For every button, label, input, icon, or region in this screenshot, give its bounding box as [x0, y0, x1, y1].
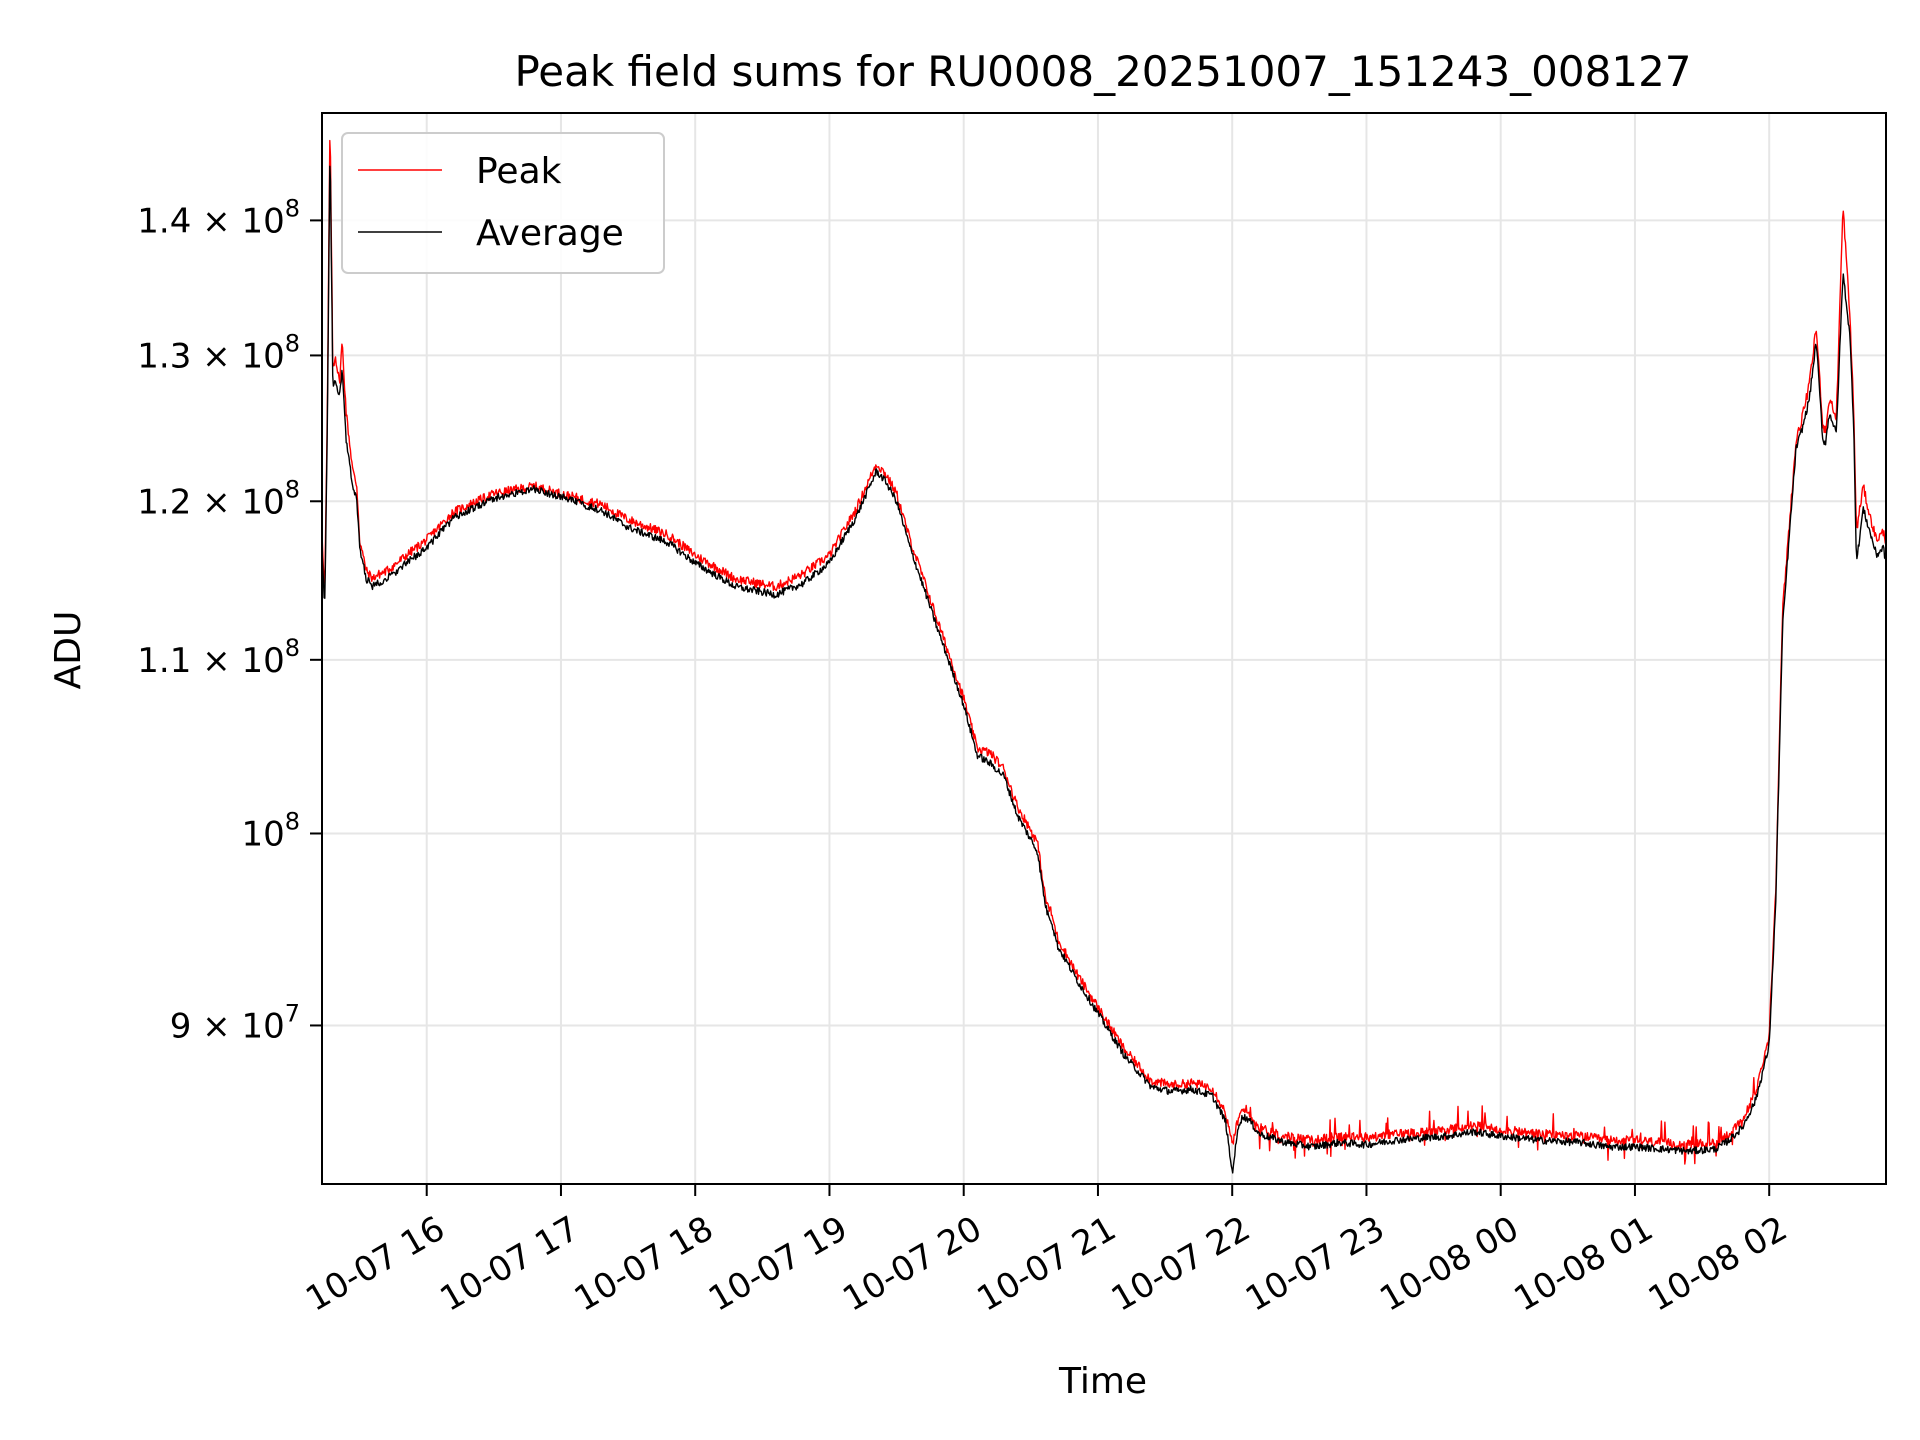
- y-axis-label: ADU: [48, 611, 89, 690]
- y-tick-exponent: 8: [285, 475, 300, 503]
- y-tick-base: 10: [241, 814, 284, 854]
- y-tick-times: ×: [191, 201, 241, 241]
- y-tick-exponent: 8: [285, 634, 300, 662]
- y-tick-base: 10: [241, 641, 284, 681]
- y-tick-base: 10: [241, 1006, 284, 1046]
- legend-average-label: Average: [476, 213, 624, 254]
- plot-frame: [321, 112, 1887, 1185]
- y-tick-label: 9 × 107: [170, 999, 300, 1046]
- y-tick-exponent: 8: [285, 329, 300, 357]
- y-tick-label: 1.4 × 108: [137, 194, 300, 241]
- series-layer: [322, 139, 1886, 1174]
- y-tick-mantissa: 1.2: [137, 482, 191, 522]
- y-tick-exponent: 8: [285, 194, 300, 222]
- legend: Peak Average: [341, 132, 665, 274]
- y-tick-label: 1.1 × 108: [137, 634, 300, 681]
- legend-box: [341, 132, 665, 274]
- x-axis-label: Time: [1058, 1361, 1147, 1402]
- grid-lines: [322, 113, 1886, 1184]
- y-tick-base: 10: [241, 482, 284, 522]
- y-tick-base: 10: [241, 336, 284, 376]
- series-line-peak: [322, 139, 1886, 1165]
- y-tick-base: 10: [241, 201, 284, 241]
- y-tick-mantissa: 1.1: [137, 641, 191, 681]
- y-tick-times: ×: [191, 1006, 241, 1046]
- y-tick-label: 108: [241, 807, 300, 854]
- y-tick-mantissa: 1.3: [137, 336, 191, 376]
- series-line-average: [322, 165, 1886, 1174]
- y-tick-exponent: 8: [285, 807, 300, 835]
- y-tick-times: ×: [191, 641, 241, 681]
- y-tick-mantissa: 9: [170, 1006, 192, 1046]
- y-tick-exponent: 7: [285, 999, 300, 1027]
- legend-peak-label: Peak: [476, 151, 562, 192]
- chart-title: Peak field sums for RU0008_20251007_1512…: [514, 47, 1691, 96]
- y-tick-times: ×: [191, 482, 241, 522]
- y-tick-label: 1.2 × 108: [137, 475, 300, 522]
- y-tick-mantissa: 1.4: [137, 201, 191, 241]
- y-tick-times: ×: [191, 336, 241, 376]
- y-tick-label: 1.3 × 108: [137, 329, 300, 376]
